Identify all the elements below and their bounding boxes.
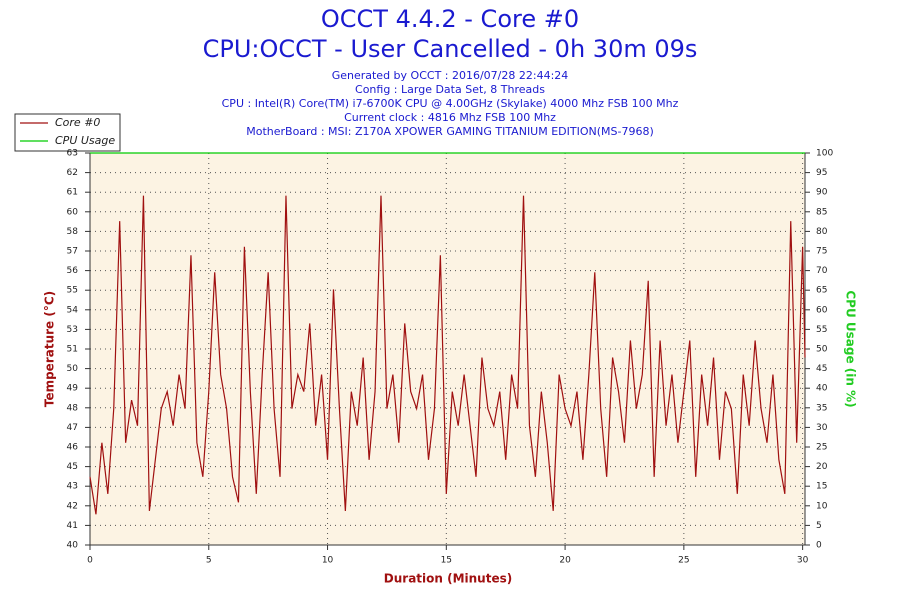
y2-tick-label: 80 bbox=[816, 227, 828, 237]
y2-tick-label: 100 bbox=[816, 149, 833, 159]
y2-tick-label: 35 bbox=[816, 403, 827, 413]
y-tick-label: 40 bbox=[67, 541, 79, 551]
y2-tick-label: 25 bbox=[816, 443, 827, 453]
y-tick-label: 54 bbox=[67, 305, 79, 315]
legend bbox=[14, 113, 121, 152]
series-line bbox=[89, 195, 806, 515]
info-line: Config : Large Data Set, 8 Threads bbox=[355, 83, 545, 96]
y-tick-label: 62 bbox=[67, 168, 78, 178]
y-tick-label: 48 bbox=[67, 403, 79, 413]
y-tick-label: 50 bbox=[67, 364, 79, 374]
chart-subtitle: CPU:OCCT - User Cancelled - 0h 30m 09s bbox=[203, 35, 698, 63]
y-tick-label: 47 bbox=[67, 423, 78, 433]
y-tick-label: 53 bbox=[67, 325, 78, 335]
y2-tick-label: 55 bbox=[816, 325, 827, 335]
y2-tick-label: 75 bbox=[816, 247, 827, 257]
y-tick-label: 41 bbox=[67, 521, 78, 531]
y2-tick-label: 10 bbox=[816, 501, 828, 511]
y-tick-label: 57 bbox=[67, 247, 78, 257]
y2-tick-label: 15 bbox=[816, 482, 827, 492]
y2-tick-label: 85 bbox=[816, 207, 827, 217]
y-tick-label: 42 bbox=[67, 501, 78, 511]
y2-tick-label: 95 bbox=[816, 168, 827, 178]
legend-label: CPU Usage bbox=[55, 134, 115, 147]
y-tick-label: 49 bbox=[67, 384, 79, 394]
info-line: Generated by OCCT : 2016/07/28 22:44:24 bbox=[332, 69, 569, 82]
y2-tick-label: 40 bbox=[816, 384, 828, 394]
y2-tick-label: 0 bbox=[816, 541, 822, 551]
plot-area bbox=[90, 153, 805, 545]
y2-axis-label: CPU Usage (in %) bbox=[844, 290, 858, 407]
y-tick-label: 58 bbox=[67, 227, 79, 237]
y2-tick-label: 65 bbox=[816, 286, 827, 296]
y-tick-label: 61 bbox=[67, 188, 78, 198]
info-line: CPU : Intel(R) Core(TM) i7-6700K CPU @ 4… bbox=[222, 97, 679, 110]
y-tick-label: 56 bbox=[67, 266, 79, 276]
y-tick-label: 51 bbox=[67, 345, 78, 355]
y2-tick-label: 90 bbox=[816, 188, 828, 198]
y2-tick-label: 50 bbox=[816, 345, 828, 355]
y-tick-label: 60 bbox=[67, 207, 79, 217]
x-tick-label: 5 bbox=[206, 556, 212, 566]
x-axis-label: Duration (Minutes) bbox=[384, 572, 512, 586]
x-tick-label: 20 bbox=[559, 556, 571, 566]
x-tick-label: 25 bbox=[678, 556, 689, 566]
info-line: MotherBoard : MSI: Z170A XPOWER GAMING T… bbox=[246, 125, 654, 138]
y-tick-label: 45 bbox=[67, 462, 78, 472]
y2-tick-label: 45 bbox=[816, 364, 827, 374]
y2-tick-label: 20 bbox=[816, 462, 828, 472]
y-tick-label: 46 bbox=[67, 443, 79, 453]
x-tick-label: 0 bbox=[87, 556, 93, 566]
y2-tick-label: 70 bbox=[816, 266, 828, 276]
legend-label: Core #0 bbox=[55, 116, 100, 129]
y-axis-label: Temperature (°C) bbox=[43, 291, 57, 407]
y-tick-label: 63 bbox=[67, 149, 78, 159]
x-tick-label: 10 bbox=[322, 556, 334, 566]
y2-tick-label: 30 bbox=[816, 423, 828, 433]
info-line: Current clock : 4816 Mhz FSB 100 Mhz bbox=[344, 111, 556, 124]
chart-title: OCCT 4.4.2 - Core #0 bbox=[321, 5, 579, 33]
y2-tick-label: 60 bbox=[816, 305, 828, 315]
y-tick-label: 55 bbox=[67, 286, 78, 296]
y2-tick-label: 5 bbox=[816, 521, 822, 531]
y-tick-label: 43 bbox=[67, 482, 78, 492]
x-tick-label: 30 bbox=[797, 556, 809, 566]
x-tick-label: 15 bbox=[441, 556, 452, 566]
